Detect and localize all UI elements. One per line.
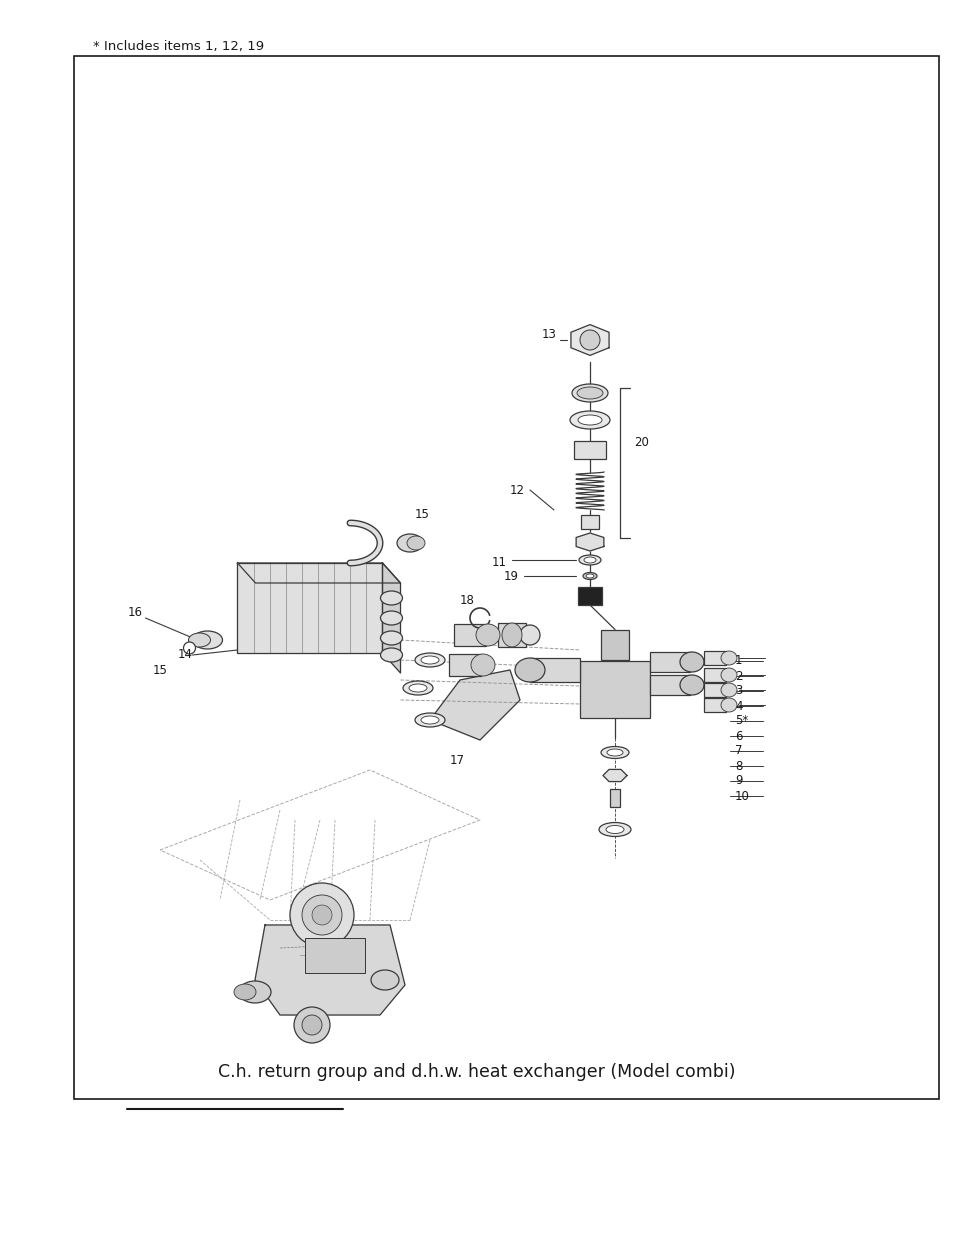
Ellipse shape (407, 536, 424, 550)
Circle shape (579, 330, 599, 350)
Circle shape (183, 642, 195, 655)
Bar (497, 622, 525, 647)
Ellipse shape (585, 574, 594, 578)
Bar (74, 56, 938, 1099)
Ellipse shape (598, 823, 630, 836)
Bar (703, 651, 725, 664)
Ellipse shape (415, 653, 444, 667)
Polygon shape (254, 925, 405, 1015)
Ellipse shape (233, 984, 255, 1000)
Text: 7: 7 (734, 745, 741, 757)
Ellipse shape (501, 622, 521, 647)
Text: 17: 17 (450, 753, 464, 767)
Polygon shape (602, 769, 626, 782)
Bar (649, 652, 689, 672)
Ellipse shape (600, 746, 628, 758)
Bar (703, 698, 725, 713)
Ellipse shape (582, 573, 597, 579)
Polygon shape (570, 325, 608, 356)
Ellipse shape (679, 676, 703, 695)
Ellipse shape (402, 680, 433, 695)
Text: * Includes items 1, 12, 19: * Includes items 1, 12, 19 (93, 41, 264, 53)
Bar (574, 441, 605, 459)
Bar (454, 624, 485, 646)
Ellipse shape (720, 668, 737, 682)
Text: 15: 15 (152, 663, 167, 677)
Bar (578, 587, 601, 605)
Polygon shape (579, 661, 649, 718)
Circle shape (294, 1007, 330, 1044)
Circle shape (290, 883, 354, 947)
Ellipse shape (380, 611, 402, 625)
Bar (703, 668, 725, 682)
Ellipse shape (606, 748, 622, 756)
Ellipse shape (239, 981, 271, 1003)
Ellipse shape (415, 713, 444, 727)
Bar (580, 515, 598, 529)
Ellipse shape (519, 625, 539, 645)
Ellipse shape (720, 683, 737, 697)
Text: 16: 16 (128, 605, 142, 619)
Text: 8: 8 (734, 760, 741, 773)
Bar (305, 937, 365, 972)
Text: 6: 6 (734, 730, 741, 742)
Ellipse shape (193, 631, 222, 650)
Text: 12: 12 (510, 483, 524, 496)
Ellipse shape (578, 415, 601, 425)
Polygon shape (430, 671, 519, 740)
Text: 9: 9 (734, 774, 741, 788)
Text: C.h. return group and d.h.w. heat exchanger (Model combi): C.h. return group and d.h.w. heat exchan… (218, 1063, 735, 1081)
Ellipse shape (420, 656, 438, 664)
Text: 3: 3 (734, 684, 741, 698)
Bar (530, 658, 579, 682)
Ellipse shape (380, 592, 402, 605)
Bar (600, 630, 628, 659)
Ellipse shape (371, 969, 398, 990)
Circle shape (302, 895, 341, 935)
Text: 18: 18 (459, 594, 475, 606)
Ellipse shape (476, 624, 499, 646)
Polygon shape (237, 563, 382, 653)
Text: 2: 2 (734, 669, 741, 683)
Ellipse shape (578, 555, 600, 564)
Ellipse shape (720, 698, 737, 713)
Ellipse shape (583, 557, 596, 563)
Bar (609, 788, 619, 806)
Bar (449, 655, 480, 676)
Ellipse shape (605, 825, 623, 834)
Polygon shape (576, 534, 603, 551)
Ellipse shape (679, 652, 703, 672)
Text: 20: 20 (634, 436, 648, 450)
Ellipse shape (572, 384, 607, 403)
Ellipse shape (720, 651, 737, 664)
Ellipse shape (515, 658, 544, 682)
Ellipse shape (471, 655, 495, 676)
Ellipse shape (569, 411, 609, 429)
Text: 19: 19 (503, 569, 518, 583)
Ellipse shape (380, 648, 402, 662)
Ellipse shape (577, 387, 602, 399)
Ellipse shape (409, 684, 427, 692)
Text: 4: 4 (734, 699, 741, 713)
Text: 10: 10 (734, 789, 749, 803)
Text: 5*: 5* (734, 715, 747, 727)
Ellipse shape (380, 631, 402, 645)
Text: 14: 14 (177, 648, 193, 662)
Circle shape (312, 905, 332, 925)
Text: 13: 13 (541, 329, 557, 342)
Polygon shape (382, 563, 400, 673)
Text: 15: 15 (415, 509, 430, 521)
Bar (703, 683, 725, 697)
Bar (649, 676, 689, 695)
Ellipse shape (420, 716, 438, 724)
Polygon shape (237, 563, 400, 583)
Ellipse shape (396, 534, 422, 552)
Ellipse shape (189, 634, 211, 647)
Circle shape (302, 1015, 322, 1035)
Text: 1: 1 (734, 655, 741, 667)
Text: 11: 11 (492, 556, 506, 568)
